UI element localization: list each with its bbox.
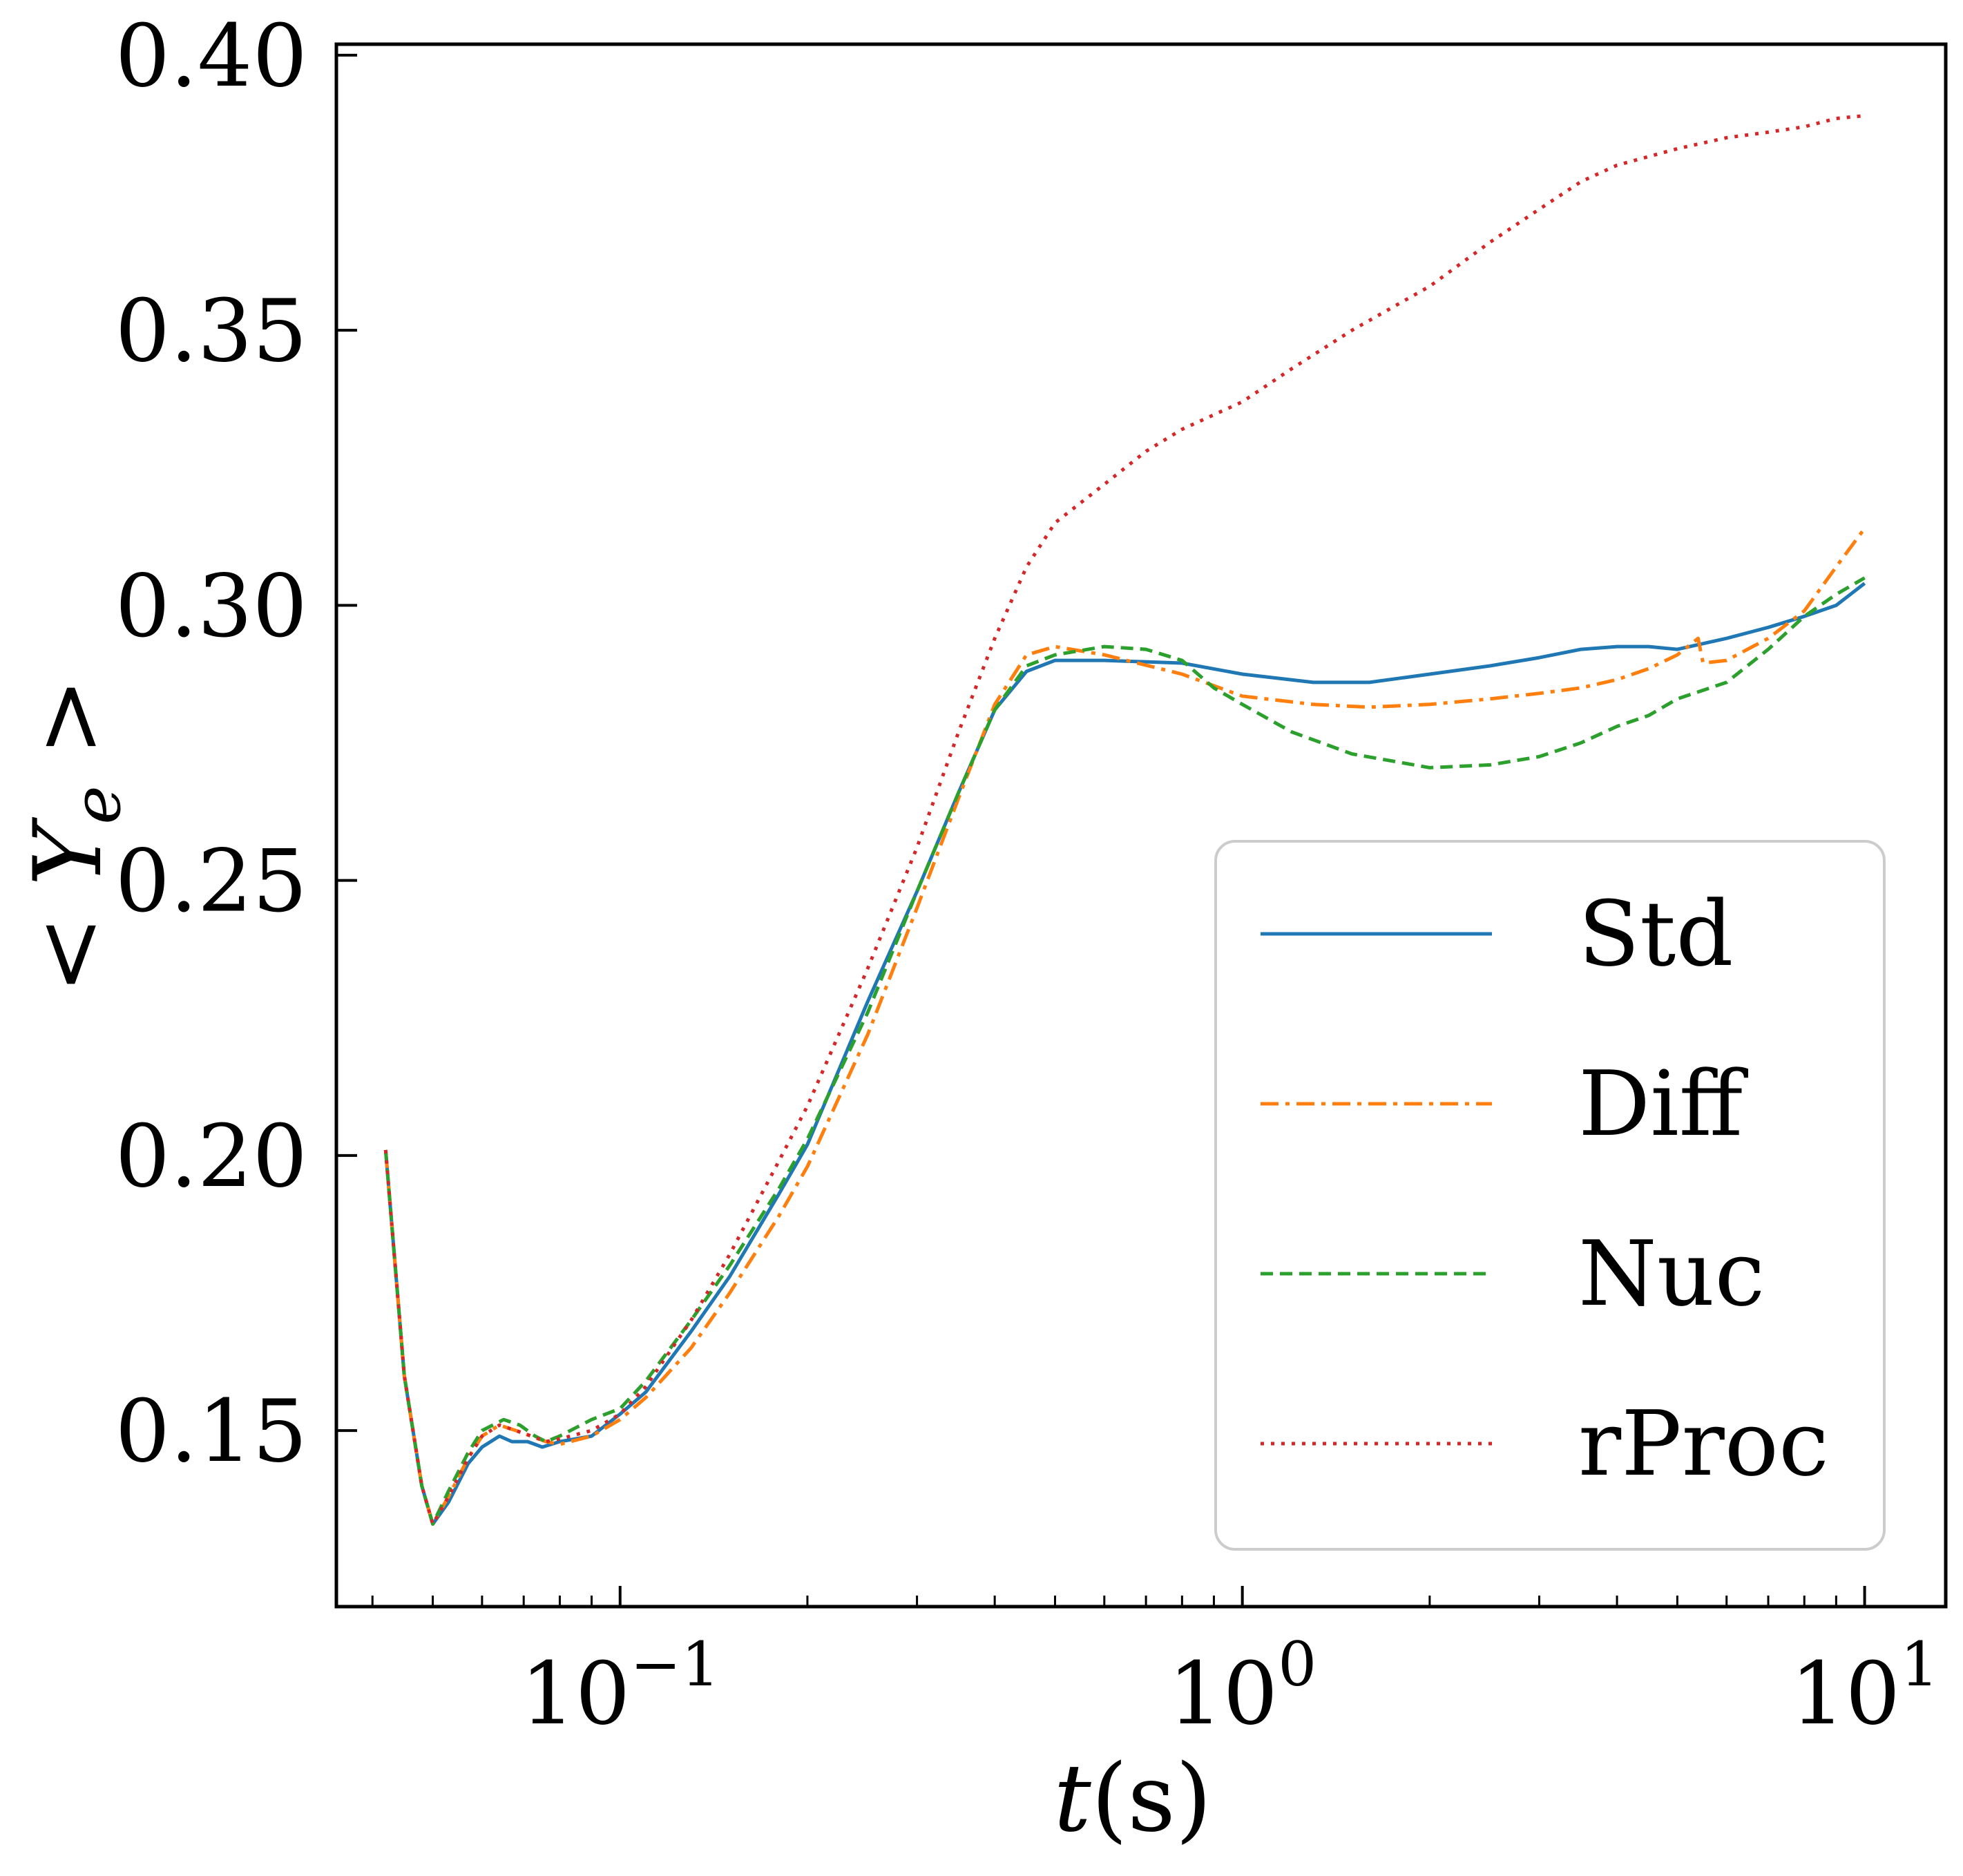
y-tick-label: 0.40	[115, 6, 307, 106]
y-tick-label: 0.30	[115, 556, 307, 656]
series-line-diff	[383, 527, 1866, 1526]
x-tick-label: 100	[1168, 1629, 1316, 1744]
x-axis-label: t(s)	[1054, 1744, 1212, 1853]
y-tick-label: 0.20	[115, 1107, 307, 1207]
x-tick-label: 10−1	[520, 1629, 720, 1744]
y-tick-label: 0.25	[115, 832, 307, 932]
series-line-std	[383, 582, 1866, 1526]
x-tick-label: 101	[1790, 1629, 1939, 1744]
series-line-nuc	[383, 576, 1866, 1526]
legend-items: Std Diff Nuc rProc	[1261, 881, 1829, 1496]
series-line-rproc	[383, 114, 1865, 1526]
series-layer	[383, 114, 1866, 1526]
legend-label-rproc: rProc	[1578, 1391, 1829, 1496]
y-axis-label: < Ye >	[14, 678, 135, 993]
y-tick-label: 0.35	[115, 281, 307, 381]
y-tick-label: 0.15	[115, 1381, 307, 1482]
plot-frame	[334, 42, 1948, 1609]
legend-label-std: Std	[1578, 881, 1734, 986]
legend-box	[1214, 840, 1886, 1551]
ticks-layer: 10−1 100 101 0.15 0.20 0.25 0.30 0.35 0.40	[115, 6, 1939, 1744]
legend-label-diff: Diff	[1578, 1051, 1749, 1156]
legend-label-nuc: Nuc	[1578, 1221, 1765, 1326]
legend: Std Diff Nuc rProc	[1214, 840, 1886, 1551]
